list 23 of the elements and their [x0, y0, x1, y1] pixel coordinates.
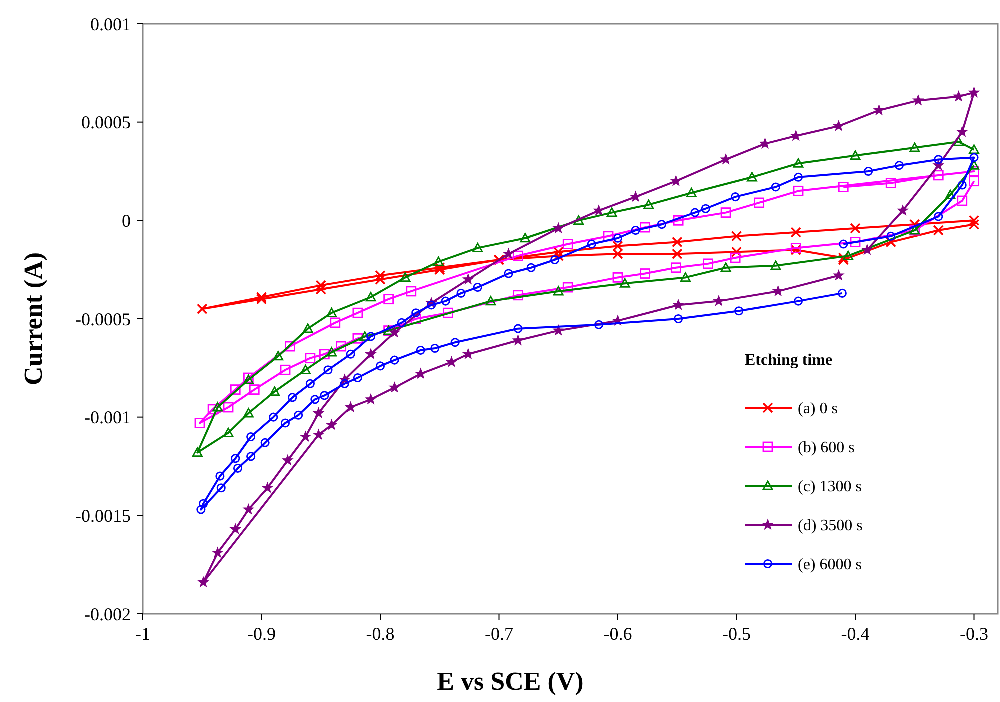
- legend-label: (b) 600 s: [798, 440, 855, 457]
- x-tick-label: -0.6: [604, 624, 632, 644]
- legend-label: (c) 1300 s: [798, 478, 862, 496]
- y-tick-label: -0.002: [84, 604, 131, 624]
- legend-label: (a) 0 s: [798, 400, 838, 418]
- y-tick-label: -0.001: [84, 408, 131, 428]
- x-tick-label: -0.3: [960, 624, 988, 644]
- x-tick-label: -0.8: [366, 624, 395, 644]
- x-tick-label: -0.9: [248, 624, 276, 644]
- legend-label: (d) 3500 s: [798, 518, 863, 535]
- x-axis-title: E vs SCE (V): [437, 667, 584, 696]
- x-tick-label: -1: [136, 624, 150, 644]
- x-tick-label: -0.4: [841, 624, 870, 644]
- y-tick-label: -0.0015: [76, 506, 131, 526]
- y-tick-label: 0: [122, 210, 131, 231]
- x-tick-label: -0.5: [722, 624, 751, 644]
- y-tick-label: -0.0005: [76, 309, 131, 330]
- legend-label: (e) 6000 s: [798, 556, 862, 574]
- y-tick-label: 0.0005: [82, 112, 131, 133]
- legend-title: Etching time: [745, 352, 833, 369]
- y-axis-title: Current (A): [19, 252, 48, 386]
- y-tick-label: 0.001: [90, 14, 131, 34]
- x-tick-label: -0.7: [485, 624, 514, 644]
